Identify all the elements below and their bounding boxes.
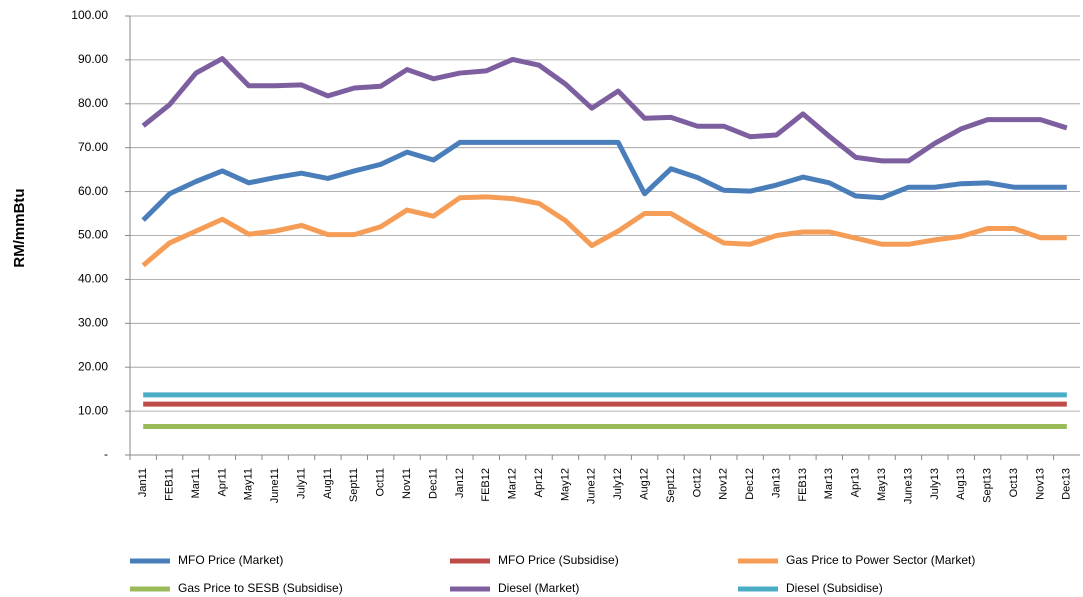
line-series [141,139,1067,222]
y-tick-label: 10.00 [78,403,108,417]
x-tick-label: Nov11 [401,468,413,499]
x-tick-label: Sept13 [982,468,994,503]
x-tick-label: Sept12 [665,468,677,503]
y-tick-label: 90.00 [78,52,108,66]
x-tick-label: July12 [612,468,624,500]
legend-label: Gas Price to SESB (Subsidise) [178,581,343,595]
y-tick-label: 70.00 [78,140,108,154]
legend-label: Gas Price to Power Sector (Market) [786,553,975,567]
x-tick-label: Jan13 [770,468,782,498]
y-tick-label: 40.00 [78,272,108,286]
y-tick-label: 50.00 [78,228,108,242]
x-tick-label: Aug13 [955,468,967,500]
x-tick-label: May13 [876,468,888,501]
y-tick-label: 20.00 [78,359,108,373]
x-tick-label: FEB11 [163,468,175,501]
legend-label: MFO Price (Market) [178,553,283,567]
x-tick-label: Jan12 [454,468,466,498]
x-tick-label: Sept11 [348,468,360,502]
y-tick-label: 60.00 [78,184,108,198]
x-tick-label: June11 [269,468,281,503]
x-tick-label: Mar11 [190,468,202,498]
legend-label: Diesel (Market) [498,581,579,595]
x-tick-label: May11 [243,468,255,500]
y-tick-label: 100.00 [71,8,108,22]
line-series [141,56,1068,164]
legend-label: MFO Price (Subsidise) [498,553,619,567]
x-tick-label: Aug12 [638,468,650,500]
x-tick-label: Dec11 [427,468,439,499]
x-tick-label: Dec12 [744,468,756,500]
x-tick-label: Nov13 [1034,468,1046,500]
x-tick-label: Oct12 [691,468,703,497]
x-tick-label: FEB12 [480,468,492,502]
y-axis-label: RM/mmBtu [11,188,28,267]
x-tick-label: Aug11 [322,468,334,499]
x-tick-label: Jan11 [137,468,149,497]
x-tick-label: Apr13 [850,468,862,497]
x-tick-label: June12 [586,468,598,504]
y-tick-label: - [104,447,108,461]
x-tick-label: Oct13 [1008,468,1020,497]
x-tick-label: Apr11 [216,468,228,497]
x-tick-label: Mar13 [823,468,835,499]
x-tick-label: May12 [559,468,571,501]
y-tick-label: 80.00 [78,96,108,110]
x-tick-label: Dec13 [1061,468,1073,500]
x-tick-label: Oct11 [375,468,387,497]
x-tick-label: July11 [295,468,307,499]
x-tick-label: Nov12 [718,468,730,500]
x-tick-label: Apr12 [533,468,545,497]
x-tick-label: FEB13 [797,468,809,502]
x-tick-label: July13 [929,468,941,500]
x-tick-label: Mar12 [507,468,519,499]
y-tick-label: 30.00 [78,315,108,329]
line-series [141,194,1067,268]
legend-label: Diesel (Subsidise) [786,581,883,595]
x-tick-label: June13 [902,468,914,504]
